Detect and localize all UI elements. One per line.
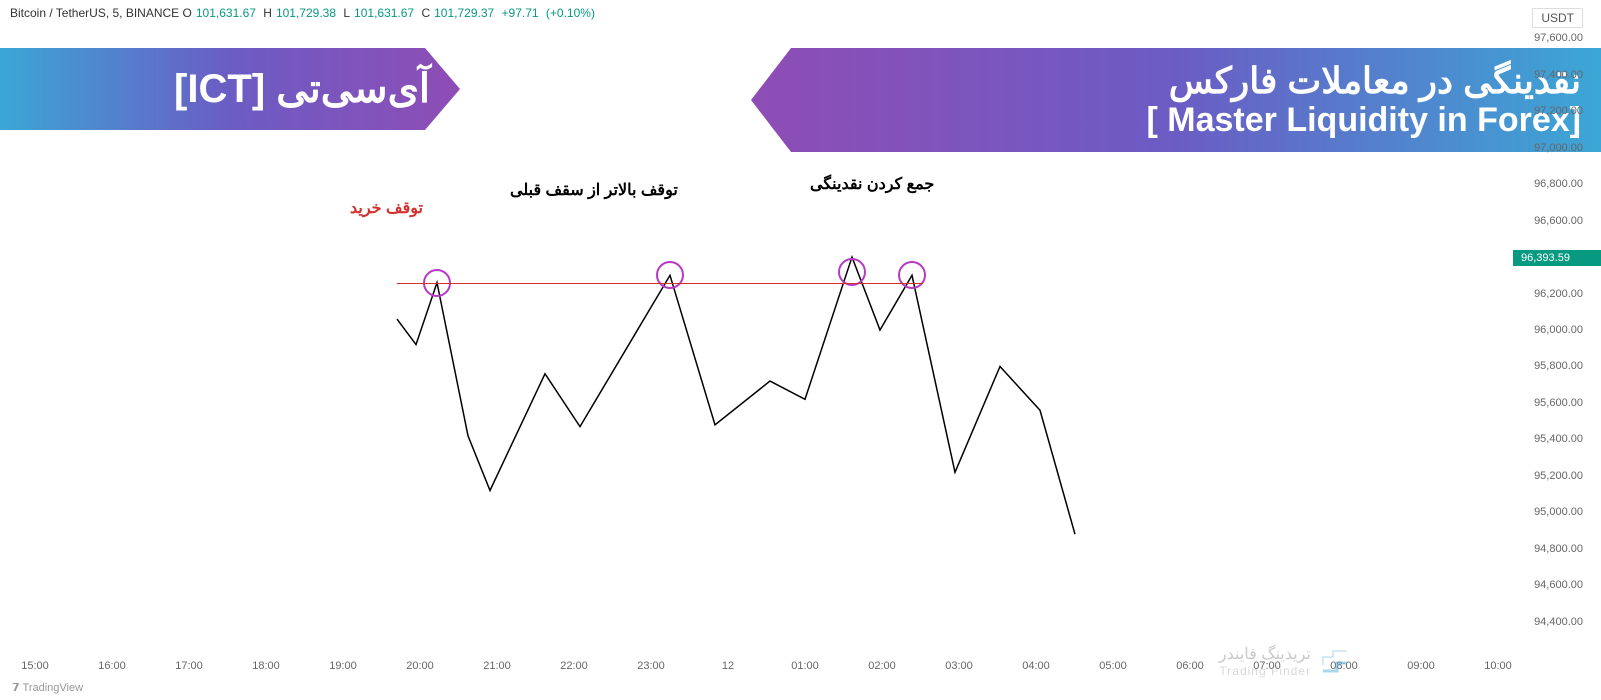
y-tick-label: 97,200.00 — [1534, 105, 1583, 117]
x-tick-label: 23:00 — [637, 660, 665, 672]
tradingview-watermark: 𝟳 TradingView — [12, 681, 83, 694]
y-tick-label: 97,400.00 — [1534, 69, 1583, 81]
chart-annotation: جمع کردن نقدینگی — [810, 174, 934, 194]
y-tick-label: 94,400.00 — [1534, 616, 1583, 628]
x-tick-label: 10:00 — [1484, 660, 1512, 672]
tradingfinder-icon — [1319, 645, 1351, 677]
x-tick-label: 20:00 — [406, 660, 434, 672]
x-tick-label: 16:00 — [98, 660, 126, 672]
y-tick-label: 94,600.00 — [1534, 579, 1583, 591]
y-tick-label: 97,000.00 — [1534, 142, 1583, 154]
y-axis: 97,600.00 97,400.00 97,200.00 97,000.00 96,8… — [1501, 0, 1601, 660]
y-tick-label: 96,800.00 — [1534, 178, 1583, 190]
x-tick-label: 22:00 — [560, 660, 588, 672]
y-tick-label: 95,200.00 — [1534, 470, 1583, 482]
tradingview-text: TradingView — [23, 682, 84, 694]
x-tick-label: 12 — [722, 660, 734, 672]
y-tick-label: 95,000.00 — [1534, 506, 1583, 518]
price-line-chart — [0, 0, 1500, 660]
y-tick-label: 95,400.00 — [1534, 433, 1583, 445]
x-tick-label: 09:00 — [1407, 660, 1435, 672]
x-tick-label: 01:00 — [791, 660, 819, 672]
x-tick-label: 21:00 — [483, 660, 511, 672]
x-tick-label: 18:00 — [252, 660, 280, 672]
y-tick-label: 95,800.00 — [1534, 360, 1583, 372]
chart-annotation: توقف خرید — [350, 198, 423, 218]
y-tick-label: 94,800.00 — [1534, 543, 1583, 555]
x-tick-label: 03:00 — [945, 660, 973, 672]
x-tick-label: 02:00 — [868, 660, 896, 672]
y-tick-label: 97,600.00 — [1534, 32, 1583, 44]
y-tick-label: 96,200.00 — [1534, 288, 1583, 300]
tf-en-text: Trading Finder — [1219, 664, 1311, 678]
price-polyline — [397, 257, 1075, 534]
y-tick-label: 95,600.00 — [1534, 397, 1583, 409]
x-tick-label: 05:00 — [1099, 660, 1127, 672]
x-tick-label: 19:00 — [329, 660, 357, 672]
current-price-flag: 96,393.59 — [1513, 250, 1601, 266]
x-tick-label: 06:00 — [1176, 660, 1204, 672]
x-tick-label: 15:00 — [21, 660, 49, 672]
y-tick-label: 96,000.00 — [1534, 324, 1583, 336]
x-tick-label: 04:00 — [1022, 660, 1050, 672]
resistance-line — [397, 283, 923, 284]
y-tick-label: 96,600.00 — [1534, 215, 1583, 227]
tradingfinder-watermark: تریدینگ فایندر Trading Finder — [1219, 644, 1351, 678]
chart-annotation: توقف بالاتر از سقف قبلی — [510, 180, 678, 200]
x-tick-label: 17:00 — [175, 660, 203, 672]
tf-fa-text: تریدینگ فایندر — [1219, 644, 1311, 664]
chart-area[interactable]: توقف خرید توقف بالاتر از سقف قبلی جمع کردن… — [0, 0, 1500, 660]
